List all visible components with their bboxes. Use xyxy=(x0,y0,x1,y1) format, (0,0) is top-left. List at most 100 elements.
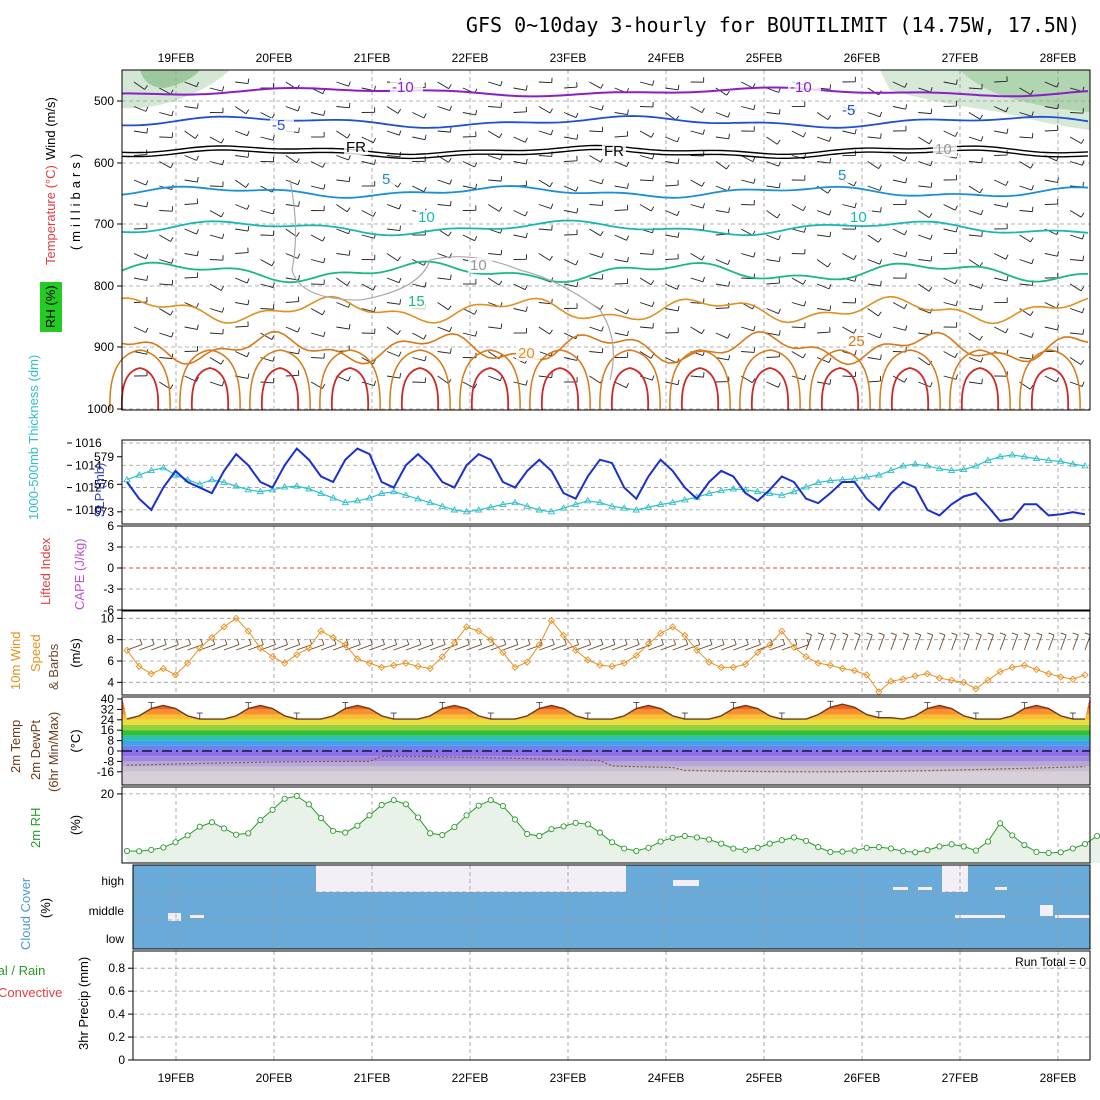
wind-barb-feather xyxy=(829,84,831,90)
wind-speed-point xyxy=(559,631,568,640)
thickness-point xyxy=(232,482,240,489)
isotherm-25-loop xyxy=(809,349,871,411)
wind-barb xyxy=(684,644,701,651)
wind-barb-feather xyxy=(144,85,148,90)
wind-barb-feather xyxy=(498,206,503,212)
wind-barb xyxy=(260,308,274,310)
wind-barb xyxy=(766,112,780,115)
wind-barb-feather xyxy=(423,113,427,119)
wind-barb xyxy=(690,179,703,187)
wind-barb-feather xyxy=(930,234,933,240)
wind-barb xyxy=(538,81,552,84)
wind-barb-feather xyxy=(1031,111,1034,117)
wind-barb xyxy=(867,332,880,339)
wind-barb-feather xyxy=(803,301,807,307)
wind-barb-feather xyxy=(450,348,452,354)
thickness-point xyxy=(729,485,738,492)
wind-barb-feather xyxy=(515,638,519,645)
wind-barb-feather xyxy=(373,380,377,386)
wind-barb xyxy=(310,185,324,190)
wind-barb-feather xyxy=(524,285,528,290)
temp-color-band xyxy=(122,730,1090,736)
wind-speed-point xyxy=(935,674,944,682)
wind-barb xyxy=(918,283,930,292)
wind-barb-feather xyxy=(196,303,199,308)
wind-barb-feather xyxy=(954,131,958,137)
rh-point xyxy=(863,844,870,851)
wind-barb-feather xyxy=(752,156,756,162)
wind-barb xyxy=(842,130,856,135)
wind-barb xyxy=(284,644,300,651)
wind-barb-feather xyxy=(271,334,275,340)
wind-barb-feather xyxy=(297,327,301,333)
contour-label-bg xyxy=(933,142,957,157)
wind-barb xyxy=(951,634,958,651)
wind-barb-feather xyxy=(1030,237,1034,243)
wind-barb-feather xyxy=(247,373,250,379)
wind-barb-feather xyxy=(914,632,921,636)
rh-point xyxy=(657,838,664,845)
wind-barb xyxy=(386,326,398,335)
cloud-gap xyxy=(190,915,204,918)
wind-barb xyxy=(715,87,727,96)
wind-barb xyxy=(538,375,552,379)
wind-barb xyxy=(715,357,729,361)
wind-barb-feather xyxy=(151,638,155,645)
wind-barb-feather xyxy=(829,158,832,164)
wind-barb-feather xyxy=(503,638,507,645)
wind-barb xyxy=(816,283,830,290)
wind-barb-feather xyxy=(979,188,983,194)
wind-barb xyxy=(184,179,198,183)
contour-label-bg xyxy=(380,172,395,187)
bottom-date-label: 19FEB xyxy=(158,1071,195,1085)
rh-point xyxy=(317,815,325,822)
wind-barb xyxy=(994,106,1007,113)
wind-barb-feather xyxy=(980,136,984,142)
wind-speed-point xyxy=(753,648,762,657)
wind-barb-feather xyxy=(805,632,812,636)
thickness-point xyxy=(559,504,568,511)
tick-label: 1016 xyxy=(75,436,102,450)
wind-barb xyxy=(639,155,653,160)
contour-label-bg xyxy=(516,346,540,361)
wind-barb xyxy=(926,634,934,651)
wind-barb-feather xyxy=(321,638,325,645)
wind-barb xyxy=(437,130,451,133)
wind-barb xyxy=(488,106,502,108)
wind-barb-feather xyxy=(626,161,630,167)
thickness-point xyxy=(923,462,932,469)
wind-barb xyxy=(639,326,653,329)
wind-barb-feather xyxy=(369,638,373,645)
isotherm-25-loop xyxy=(1019,349,1081,411)
wind-barb xyxy=(589,351,603,354)
rh-point xyxy=(208,819,215,826)
wind-speed-point xyxy=(596,661,604,669)
wind-barb xyxy=(336,130,348,139)
rh-point xyxy=(875,844,882,851)
wind-speed-point xyxy=(850,666,859,675)
wind-barb-feather xyxy=(163,638,167,645)
wind-barb xyxy=(769,644,785,651)
wind-barb-feather xyxy=(751,378,756,383)
wind-barb-feather xyxy=(827,262,831,268)
wind-barb-feather xyxy=(954,205,958,211)
wind-barb xyxy=(260,259,273,267)
wind-barb-feather xyxy=(955,374,958,380)
wind-barb xyxy=(918,185,932,188)
wind-barb-feather xyxy=(195,376,199,382)
wind-barb xyxy=(690,106,703,114)
thickness-point xyxy=(947,466,956,473)
thickness-point xyxy=(341,498,350,506)
wind-barb xyxy=(260,381,274,384)
isotherm-30 xyxy=(400,367,440,411)
wind-barb-feather xyxy=(600,83,604,89)
wind-barb-feather xyxy=(373,159,376,165)
wind-barb xyxy=(1044,253,1058,257)
contour-label: 15 xyxy=(408,293,425,310)
wind-barb xyxy=(513,234,527,239)
wind-barb xyxy=(336,302,349,308)
bottom-date-label: 23FEB xyxy=(550,1071,587,1085)
wind-barb xyxy=(805,634,812,651)
wind-barb-feather xyxy=(676,137,680,143)
